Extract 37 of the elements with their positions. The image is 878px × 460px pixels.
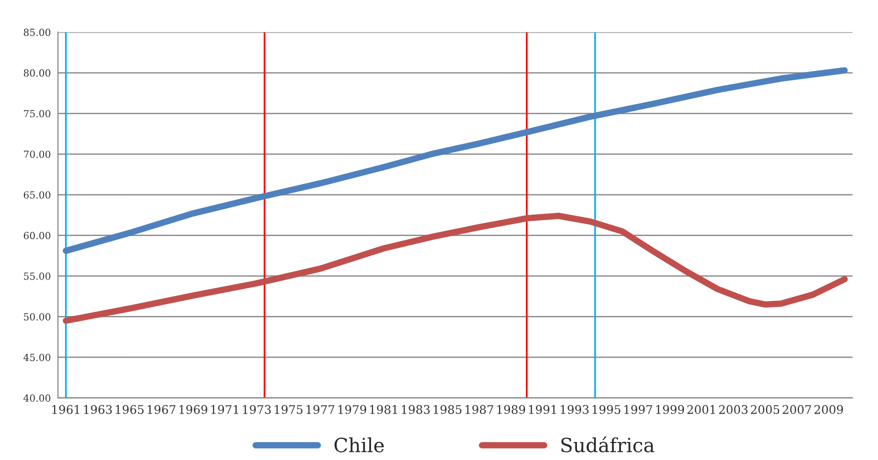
x-tick-label: 2003	[719, 405, 748, 414]
x-tick-label: 1971	[211, 405, 238, 414]
y-tick-label: 60.00	[24, 232, 50, 240]
x-tick-label: 1975	[274, 405, 302, 414]
x-tick-label: 1973	[243, 405, 271, 414]
y-tick-label: 65.00	[24, 191, 50, 199]
x-tick-label: 1983	[402, 405, 430, 414]
y-tick-label: 75.00	[24, 110, 50, 118]
y-tick-label: 80.00	[24, 69, 50, 77]
x-tick-label: 1993	[560, 405, 589, 414]
x-tick-label: 1961	[52, 405, 80, 414]
x-tick-label: 1967	[148, 405, 176, 414]
x-tick-label: 1977	[306, 405, 334, 414]
x-tick-label: 1979	[338, 405, 366, 414]
y-tick-label: 50.00	[24, 313, 50, 320]
y-tick-label: 45.00	[23, 354, 50, 362]
x-tick-label: 1981	[370, 405, 398, 414]
x-tick-label: 1999	[656, 405, 684, 414]
y-tick-label: 55.00	[24, 272, 50, 280]
x-tick-label: 2001	[687, 405, 715, 414]
x-tick-label: 2007	[782, 405, 812, 414]
x-tick-label: 1987	[466, 405, 494, 414]
x-tick-label: 1963	[84, 405, 112, 414]
x-tick-label: 2009	[814, 405, 843, 414]
x-tick-label: 2005	[750, 405, 780, 414]
legend-label: Sudáfrica	[561, 436, 654, 452]
x-tick-label: 1995	[592, 405, 620, 414]
y-tick-label: 40.00	[23, 394, 50, 402]
x-tick-label: 1965	[116, 405, 144, 414]
y-tick-label: 70.00	[24, 150, 50, 158]
x-tick-label: 1969	[179, 405, 208, 414]
legend-label: Chile	[334, 437, 384, 452]
x-tick-label: 1985	[434, 405, 462, 414]
x-tick-label: 1989	[497, 405, 526, 414]
x-tick-label: 1991	[529, 405, 556, 414]
y-tick-label: 85.00	[24, 28, 50, 36]
x-tick-label: 1997	[624, 405, 652, 414]
